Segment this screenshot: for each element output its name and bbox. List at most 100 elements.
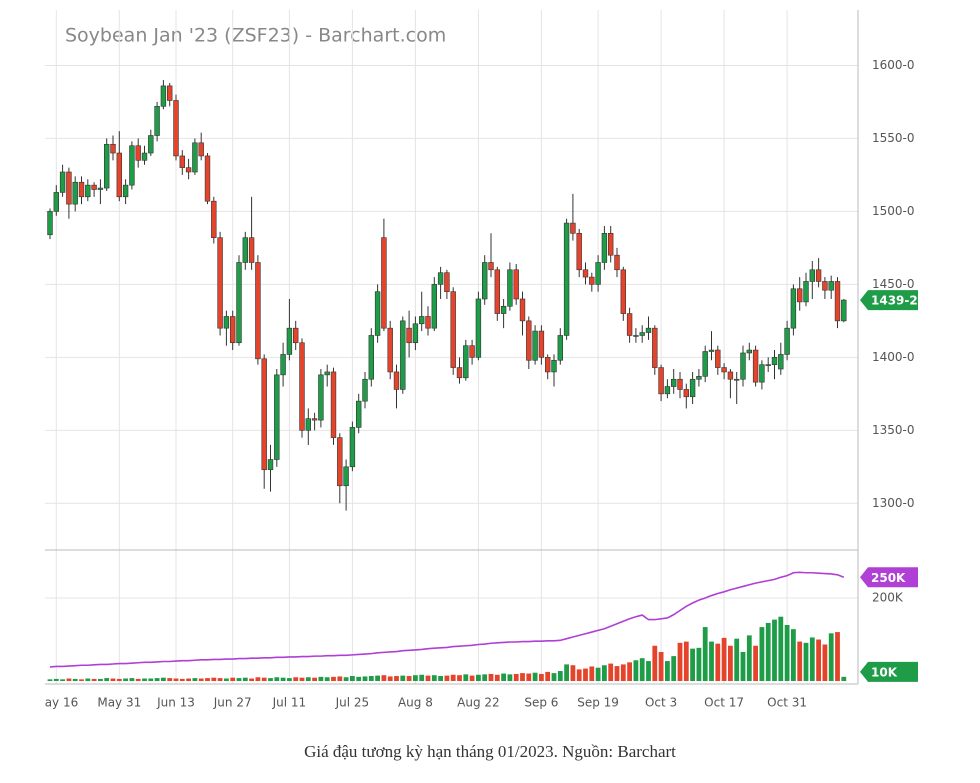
volume-bar: [79, 679, 84, 681]
candle-body: [299, 342, 305, 431]
volume-bar: [772, 619, 777, 681]
volume-bar: [305, 677, 311, 681]
y-tick-label: 1300-0: [872, 496, 915, 510]
candle-body: [639, 332, 645, 336]
candle-body: [721, 367, 727, 373]
volume-bar: [828, 633, 834, 681]
candle-body: [841, 299, 847, 322]
price-badge: [860, 567, 918, 588]
volume-bar: [362, 676, 368, 681]
x-tick-label: Oct 3: [645, 696, 677, 710]
candle-body: [664, 386, 671, 395]
candle-body: [589, 276, 595, 285]
x-tick-label: Jun 27: [213, 696, 252, 710]
volume-bar: [608, 663, 614, 681]
candle-body: [620, 269, 627, 314]
candle-body: [437, 272, 444, 285]
candle-body: [129, 145, 135, 186]
volume-bar: [135, 678, 141, 681]
candle-body: [463, 345, 469, 379]
volume-bar: [444, 675, 450, 681]
candle-body: [494, 269, 500, 314]
candle-body: [110, 143, 116, 154]
candle-body: [538, 330, 545, 358]
candle-body: [822, 281, 828, 291]
chart-title: Soybean Jan '23 (ZSF23) - Barchart.com: [65, 25, 446, 47]
volume-bar: [110, 678, 116, 681]
candle-body: [809, 269, 816, 282]
candle-body: [740, 352, 746, 380]
candle-body: [551, 359, 557, 373]
volume-bar: [494, 674, 500, 681]
volume-bar: [753, 645, 758, 681]
volume-bar: [167, 678, 173, 681]
x-tick-label: Jul 11: [272, 696, 307, 710]
volume-bar: [47, 679, 53, 681]
volume-bar: [356, 676, 362, 681]
candle-body: [633, 335, 639, 337]
volume-bar: [463, 674, 469, 681]
volume-bar: [469, 675, 475, 681]
candle-body: [696, 376, 702, 380]
x-tick-label: Sep 6: [524, 696, 558, 710]
volume-bar: [822, 644, 828, 681]
caption: Giá đậu tương kỳ hạn tháng 01/2023. Nguồ…: [304, 742, 676, 761]
candle-body: [160, 85, 167, 107]
candle-body: [614, 254, 620, 271]
candle-body: [727, 371, 734, 380]
candle-body: [607, 232, 614, 256]
volume-bar: [671, 656, 677, 681]
volume-bar: [683, 641, 689, 681]
volume-bar: [627, 662, 632, 681]
candle-body: [790, 288, 797, 329]
candle-body: [286, 327, 293, 355]
volume-bar: [816, 639, 821, 681]
x-tick-label: Sep 19: [577, 696, 619, 710]
volume-bar: [488, 673, 494, 681]
candle-body: [450, 291, 456, 368]
candle-body: [217, 237, 223, 329]
x-tick-label: Oct 17: [704, 696, 744, 710]
volume-bar: [639, 658, 645, 681]
volume-bar: [261, 677, 267, 681]
volume-bar: [652, 645, 658, 681]
candle-body: [784, 327, 790, 355]
candle-body: [255, 262, 261, 360]
candle-body: [595, 262, 601, 285]
volume-bar: [457, 675, 462, 681]
volume-bar: [413, 675, 418, 681]
volume-bar: [116, 678, 122, 681]
volume-bar: [91, 678, 97, 681]
volume-bar: [614, 666, 620, 681]
candle-body: [374, 291, 381, 336]
volume-bar: [734, 638, 740, 681]
volume-bar: [557, 671, 563, 681]
candle-body: [292, 327, 299, 344]
volume-bar: [476, 674, 481, 681]
candle-body: [803, 281, 809, 303]
candle-body: [765, 364, 771, 366]
x-tick-label: May 31: [97, 696, 141, 710]
badge-label: 250K: [871, 571, 906, 585]
y-tick-label: 200K: [872, 591, 904, 605]
volume-bar: [236, 678, 242, 681]
candle-body: [349, 427, 356, 468]
candle-body: [343, 466, 349, 487]
volume-bar: [387, 676, 393, 681]
candle-body: [670, 378, 677, 387]
volume-bar: [293, 677, 299, 681]
candle-body: [771, 357, 778, 365]
volume-bar: [198, 678, 204, 681]
candle-body: [324, 371, 330, 376]
volume-bar: [438, 676, 443, 681]
candle-body: [154, 106, 160, 136]
candle-body: [715, 349, 721, 368]
candle-body: [204, 155, 211, 202]
volume-bar: [482, 674, 488, 681]
volume-bar: [709, 641, 714, 681]
volume-bar: [809, 637, 815, 681]
badge-label: 10K: [871, 665, 898, 679]
volume-bar: [658, 651, 664, 681]
candle-body: [708, 349, 715, 352]
y-tick-label: 1600-0: [872, 58, 915, 72]
